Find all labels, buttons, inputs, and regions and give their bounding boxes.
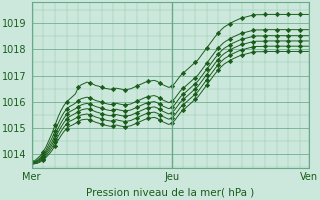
X-axis label: Pression niveau de la mer( hPa ): Pression niveau de la mer( hPa ) [86,188,254,198]
